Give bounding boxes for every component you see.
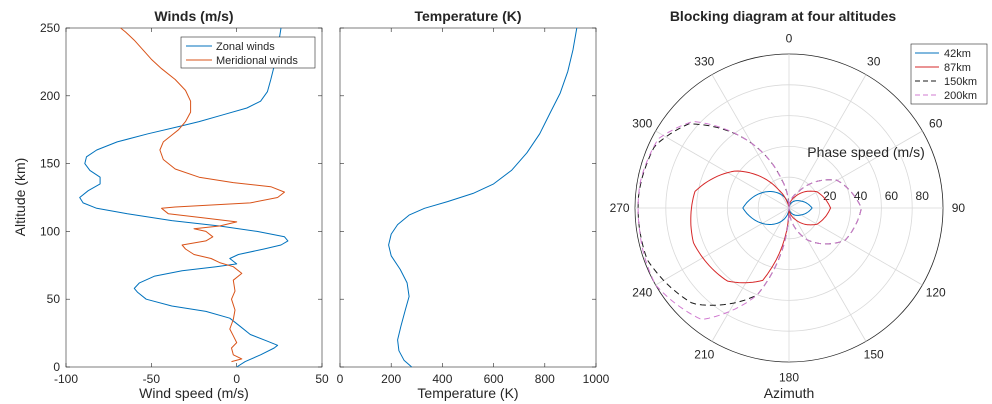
y-tick-label: 50 bbox=[47, 292, 61, 306]
polar-angle-label: 180 bbox=[779, 370, 799, 384]
polar-spoke bbox=[711, 207, 790, 342]
winds-legend: Zonal winds Meridional winds bbox=[180, 36, 316, 69]
polar-legend-box bbox=[910, 43, 988, 105]
polar-spoke bbox=[788, 207, 867, 342]
y-tick-label: 250 bbox=[40, 21, 60, 35]
polar-angle-label: 240 bbox=[632, 286, 652, 300]
polar-spoke bbox=[788, 130, 923, 209]
y-tick-label: 100 bbox=[40, 224, 60, 238]
polar-angle-label: 30 bbox=[867, 54, 881, 68]
temperature-xlabel: Temperature (K) bbox=[417, 385, 518, 401]
legend-150km-label: 150km bbox=[944, 76, 977, 88]
polar-r-tick-label: 80 bbox=[916, 189, 930, 203]
polar-angle-label: 90 bbox=[952, 201, 966, 215]
x-tick-label: -50 bbox=[143, 372, 161, 386]
temperature-axes-box bbox=[339, 27, 597, 368]
x-tick-label: 200 bbox=[381, 372, 401, 386]
x-tick-label: 400 bbox=[432, 372, 452, 386]
winds-xlabel: Wind speed (m/s) bbox=[139, 385, 249, 401]
x-tick-label: 1000 bbox=[583, 372, 610, 386]
winds-panel: Winds (m/s) Wind speed (m/s) Altitude (k… bbox=[12, 8, 329, 401]
winds-axes-box bbox=[65, 27, 323, 368]
polar-spoke bbox=[655, 130, 790, 209]
blocking-panel: Blocking diagram at four altitudes 20 40 6… bbox=[610, 8, 988, 401]
polar-angle-label: 0 bbox=[786, 32, 793, 46]
series-line-0-0 bbox=[79, 27, 289, 368]
y-tick-label: 200 bbox=[40, 89, 60, 103]
legend-87km-label: 87km bbox=[944, 62, 971, 74]
polar-r-tick-label: 40 bbox=[854, 189, 868, 203]
series-line-0-1 bbox=[120, 27, 285, 363]
polar-legend: 42km 87km 150km 200km bbox=[910, 43, 988, 105]
polar-angle-label: 300 bbox=[632, 116, 652, 130]
polar-xlabel: Azimuth bbox=[764, 385, 815, 401]
polar-spoke bbox=[788, 74, 867, 209]
polar-angle-label: 270 bbox=[610, 201, 630, 215]
x-tick-label: 50 bbox=[315, 372, 329, 386]
winds-title: Winds (m/s) bbox=[154, 8, 233, 24]
winds-ylabel: Altitude (km) bbox=[12, 158, 28, 237]
polar-rlabel: Phase speed (m/s) bbox=[807, 144, 925, 160]
temperature-panel: Temperature (K) Temperature (K) 0 200 400 6… bbox=[337, 8, 610, 401]
polar-angle-label: 60 bbox=[929, 116, 943, 130]
polar-spoke bbox=[788, 207, 923, 286]
legend-zonal-label: Zonal winds bbox=[216, 41, 275, 53]
legend-42km-label: 42km bbox=[944, 48, 971, 60]
polar-angle-label: 210 bbox=[694, 348, 714, 362]
x-tick-label: 0 bbox=[233, 372, 240, 386]
x-tick-label: -100 bbox=[54, 372, 78, 386]
x-tick-label: 600 bbox=[484, 372, 504, 386]
polar-spoke bbox=[711, 74, 790, 209]
y-tick-label: 0 bbox=[53, 360, 60, 374]
polar-angle-label: 120 bbox=[926, 286, 946, 300]
y-tick-label: 150 bbox=[40, 157, 60, 171]
x-tick-label: 0 bbox=[337, 372, 344, 386]
legend-meridional-label: Meridional winds bbox=[216, 55, 298, 67]
temperature-title: Temperature (K) bbox=[414, 8, 521, 24]
series-line-1-0 bbox=[388, 27, 578, 368]
blocking-title: Blocking diagram at four altitudes bbox=[670, 8, 897, 24]
polar-r-tick-label: 20 bbox=[823, 189, 837, 203]
legend-200km-label: 200km bbox=[944, 90, 977, 102]
x-tick-label: 800 bbox=[535, 372, 555, 386]
polar-spoke bbox=[655, 207, 790, 286]
polar-series-200km bbox=[637, 120, 862, 321]
polar-r-tick-label: 60 bbox=[885, 189, 899, 203]
winds-legend-box bbox=[180, 36, 316, 69]
polar-angle-label: 330 bbox=[694, 54, 714, 68]
polar-angle-label: 150 bbox=[864, 348, 884, 362]
